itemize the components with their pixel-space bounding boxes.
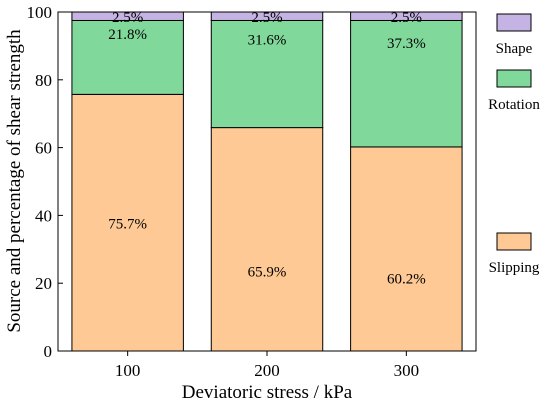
y-tick-label-40: 40 [35,206,52,225]
y-tick-label-0: 0 [44,342,53,361]
data-label-shape-200: 2.5% [251,10,282,26]
legend-label-rotation: Rotation [488,97,540,113]
x-axis-label: Deviatoric stress / kPa [182,382,353,403]
x-tick-label-100: 100 [115,361,141,380]
data-label-slipping-200: 65.9% [248,265,287,281]
legend-swatch-rotation [496,69,532,88]
legend: Shape Rotation Slipping [488,13,540,276]
legend-label-shape: Shape [496,41,533,57]
data-label-rotation-200: 31.6% [248,33,287,49]
data-label-shape-100: 2.5% [112,10,143,26]
x-tick-label-300: 300 [394,361,420,380]
bar-segment-rotation-300 [350,19,463,148]
data-label-slipping-100: 75.7% [108,217,147,233]
x-axis: 100 200 300 [115,351,419,380]
legend-swatch-slipping [496,232,532,251]
data-label-shape-300: 2.5% [391,10,422,26]
data-label-rotation-100: 21.8% [108,27,147,43]
bar-segment-rotation-100 [71,19,184,95]
y-axis-label: Source and percentage of shear strength [4,29,25,333]
bars-layer [71,11,463,352]
y-tick-label-100: 100 [27,3,53,22]
bar-labels-layer: 75.7%21.8%2.5%65.9%31.6%2.5%60.2%37.3%2.… [108,10,425,287]
y-tick-label-80: 80 [35,71,52,90]
legend-swatch-shape [496,13,532,32]
y-tick-label-20: 20 [35,274,52,293]
legend-label-slipping: Slipping [489,260,540,276]
bar-segment-slipping-200 [210,127,324,352]
data-label-rotation-300: 37.3% [387,36,426,52]
y-axis: 0 20 40 60 80 100 [27,3,63,361]
x-tick-label-200: 200 [254,361,280,380]
y-tick-label-60: 60 [35,139,52,158]
bar-segment-rotation-200 [210,19,324,129]
bar-segment-slipping-100 [71,93,184,352]
bar-segment-slipping-300 [350,146,463,352]
data-label-slipping-300: 60.2% [387,272,426,288]
